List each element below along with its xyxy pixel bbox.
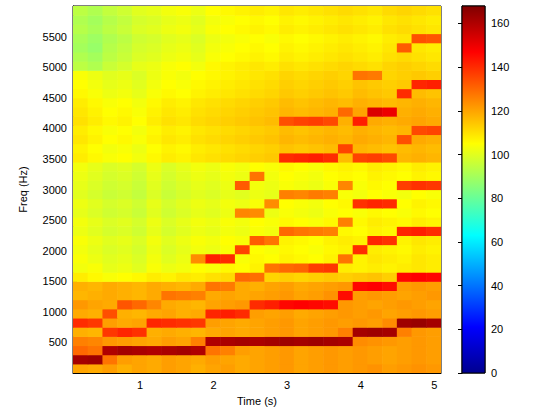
svg-text:1: 1: [137, 379, 143, 391]
svg-text:0: 0: [491, 367, 497, 379]
svg-text:5: 5: [431, 379, 437, 391]
svg-text:4000: 4000: [43, 122, 67, 134]
svg-text:3000: 3000: [43, 184, 67, 196]
svg-text:Freq (Hz): Freq (Hz): [17, 166, 29, 212]
svg-text:4: 4: [358, 379, 364, 391]
svg-text:4500: 4500: [43, 92, 67, 104]
svg-text:500: 500: [49, 336, 67, 348]
svg-text:1000: 1000: [43, 306, 67, 318]
svg-text:5000: 5000: [43, 61, 67, 73]
svg-text:1500: 1500: [43, 275, 67, 287]
svg-text:140: 140: [491, 61, 509, 73]
svg-text:20: 20: [491, 323, 503, 335]
svg-text:40: 40: [491, 280, 503, 292]
svg-text:2500: 2500: [43, 214, 67, 226]
svg-text:Time (s): Time (s): [237, 395, 277, 407]
svg-text:160: 160: [491, 17, 509, 29]
svg-text:120: 120: [491, 105, 509, 117]
svg-text:3500: 3500: [43, 153, 67, 165]
svg-text:3: 3: [284, 379, 290, 391]
svg-text:5500: 5500: [43, 31, 67, 43]
svg-text:100: 100: [491, 149, 509, 161]
svg-text:80: 80: [491, 192, 503, 204]
svg-text:2: 2: [211, 379, 217, 391]
svg-text:60: 60: [491, 236, 503, 248]
svg-text:2000: 2000: [43, 245, 67, 257]
